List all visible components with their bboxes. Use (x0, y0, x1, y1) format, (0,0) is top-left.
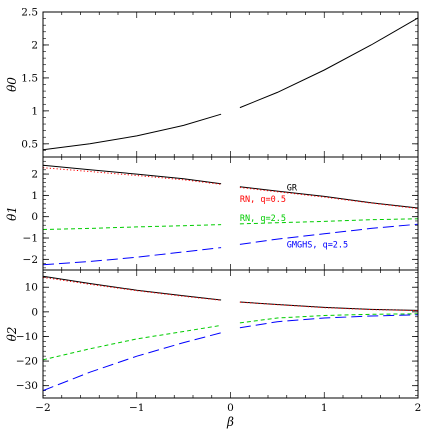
ytick-label: −1 (23, 233, 38, 245)
panel-0: 0.5 1 1.5 2 2.5 θ0 (5, 7, 419, 158)
series-line (239, 314, 419, 329)
ylabel: θ1 (5, 206, 19, 221)
series-line (239, 186, 419, 209)
xtick-label: 1 (321, 402, 328, 414)
series-line (42, 332, 222, 392)
ytick-label: 1.5 (21, 72, 38, 84)
series-line (239, 17, 419, 109)
series-line (42, 167, 222, 185)
xtick-label: −2 (35, 402, 50, 414)
ytick-label: 0.5 (21, 138, 38, 150)
series-line (239, 218, 419, 225)
series-line (42, 275, 222, 301)
ytick-label: −10 (16, 331, 38, 343)
ytick-label: −2 (23, 254, 38, 266)
ytick-label: 0 (31, 306, 38, 318)
ytick-label: 2 (31, 39, 38, 51)
series-line (239, 223, 419, 245)
series-line (42, 164, 222, 185)
ytick-label: 10 (25, 282, 38, 294)
series-line (42, 224, 222, 230)
series-line (239, 313, 419, 324)
annotation: GR (287, 184, 298, 194)
xtick-label: 0 (227, 402, 234, 414)
annotation: RN, q=2.5 (240, 214, 286, 224)
series-line (42, 113, 222, 151)
series-line (239, 301, 419, 312)
series-line (42, 324, 222, 361)
annotation: GMGHS, q=2.5 (287, 241, 348, 251)
annotation: RN, q=0.5 (240, 195, 286, 205)
xlabel: β (226, 415, 234, 429)
ytick-label: −30 (16, 380, 38, 392)
ylabel: θ2 (5, 327, 19, 342)
ytick-label: 1 (31, 190, 38, 202)
xtick-label: −1 (129, 402, 144, 414)
ytick-label: −20 (16, 356, 38, 368)
ytick-label: 2 (31, 169, 38, 181)
ylabel: θ0 (5, 77, 19, 92)
ytick-label: 1 (31, 105, 38, 117)
panel-frame (42, 269, 419, 399)
ytick-label: 0 (31, 211, 38, 223)
xtick-label: 2 (415, 402, 422, 414)
series-line (42, 247, 222, 266)
ytick-label: 2.5 (21, 7, 38, 19)
series-line (42, 276, 222, 301)
